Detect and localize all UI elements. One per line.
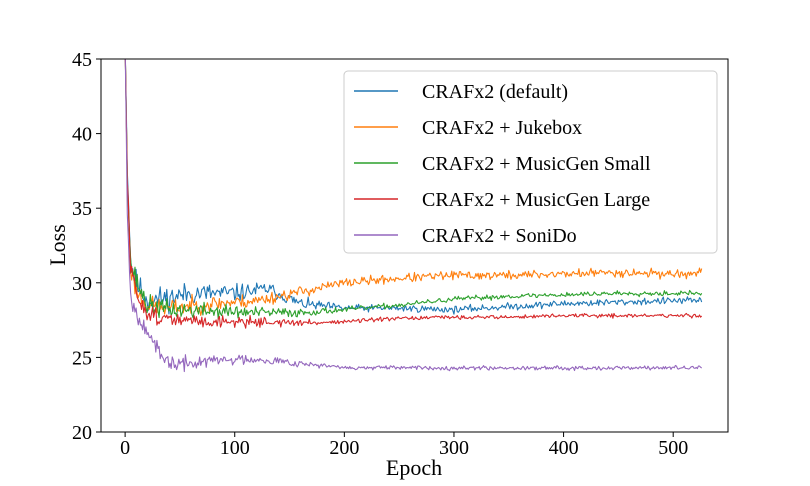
y-tick-label: 35	[72, 198, 92, 220]
legend: CRAFx2 (default) CRAFx2 + Jukebox CRAFx2 +…	[343, 70, 718, 254]
legend-label-3: CRAFx2 + MusicGen Small	[422, 153, 651, 175]
x-tick-label: 100	[220, 437, 250, 459]
series-line-5	[124, 59, 703, 373]
series-layer	[124, 59, 703, 373]
y-tick-label: 25	[72, 347, 92, 369]
x-axis-ticks: 0 100 200 300 400 500	[120, 432, 688, 459]
x-tick-label: 200	[329, 437, 359, 459]
legend-label-1: CRAFx2 (default)	[422, 81, 568, 103]
y-tick-label: 30	[72, 273, 92, 295]
y-tick-label: 20	[72, 422, 92, 444]
series-line-4	[124, 59, 703, 329]
legend-label-4: CRAFx2 + MusicGen Large	[422, 189, 650, 211]
x-tick-label: 0	[120, 437, 130, 459]
series-line-2	[124, 59, 703, 316]
x-tick-label: 500	[658, 437, 688, 459]
legend-label-2: CRAFx2 + Jukebox	[422, 117, 582, 139]
x-tick-label: 300	[439, 437, 469, 459]
y-axis-label: Loss	[45, 224, 70, 266]
legend-label-5: CRAFx2 + SoniDo	[422, 225, 577, 247]
x-axis-label: Epoch	[386, 455, 442, 480]
y-tick-label: 45	[72, 49, 92, 71]
series-line-1	[124, 59, 703, 315]
legend-box	[343, 70, 718, 254]
plot-frame	[100, 58, 729, 433]
series-line-3	[124, 59, 703, 320]
y-axis-ticks: 20 25 30 35 40 45	[72, 49, 101, 444]
x-tick-label: 400	[549, 437, 579, 459]
y-tick-label: 40	[72, 124, 92, 146]
